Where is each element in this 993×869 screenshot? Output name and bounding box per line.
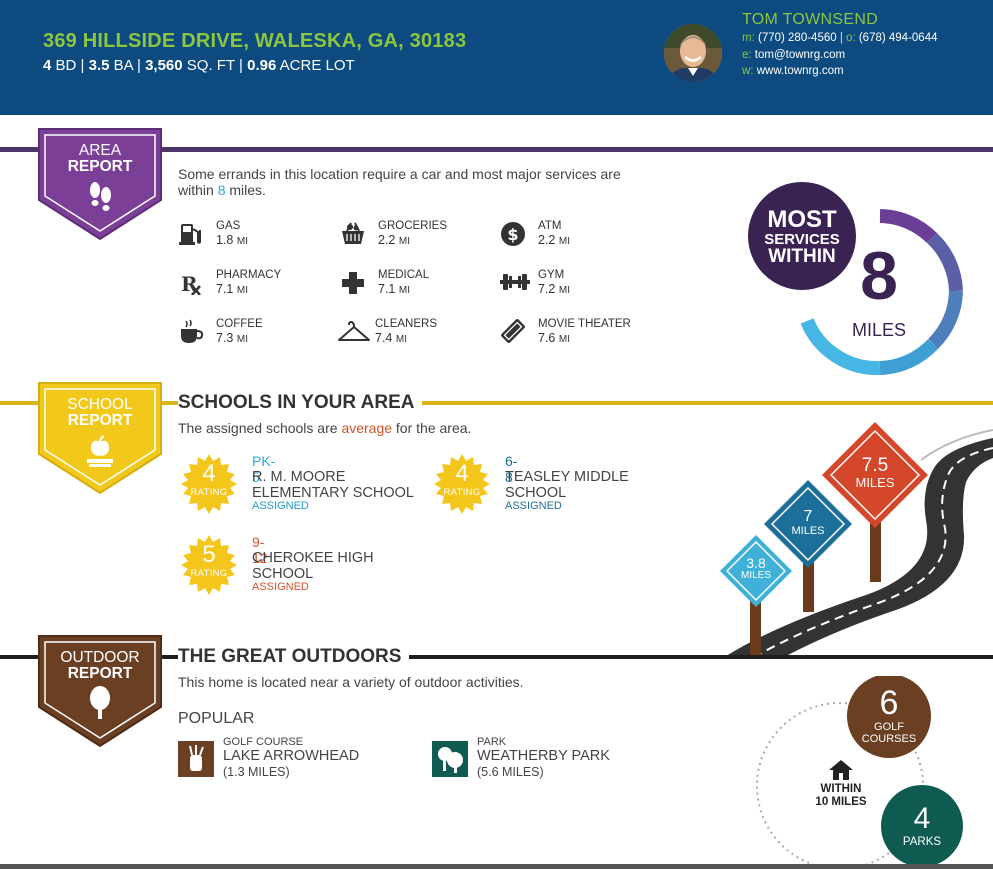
outdoor-divider [0,655,993,659]
agent-email-line: e: tom@townrg.com [742,49,846,61]
property-specs: 4 BD | 3.5 BA | 3,560 SQ. FT | 0.96 ACRE… [43,57,355,74]
sign-7-miles [764,480,852,568]
svg-text:R: R [181,272,198,295]
coffee-cup-icon [178,318,204,344]
bottom-edge [0,864,993,869]
most-services-ring: MOST SERVICES WITHIN 8 MILES [747,181,977,381]
agent-phones: m: (770) 280-4560 | o: (678) 494-0644 [742,32,938,44]
within-10-miles-graphic: WITHIN 10 MILES 6 GOLF COURSES 4 PARKS [756,674,993,869]
area-description: Some errands in this location require a … [178,166,621,198]
agent-website[interactable]: www.townrg.com [756,65,844,77]
outdoors-title: THE GREAT OUTDOORS [178,646,410,668]
house-icon [827,758,855,782]
outdoor-report-badge: OUTDOOR REPORT [38,635,162,748]
golf-courses-count: 6 GOLF COURSES [861,684,917,745]
footprints-icon [85,178,115,214]
outdoors-description: This home is located near a variety of o… [178,674,524,690]
ring-unit: MILES [851,320,907,340]
apple-books-icon [85,432,115,468]
rating-seal: 4 RATING [178,453,240,515]
agent-avatar [664,24,722,82]
park-tree-icon [432,741,468,777]
dumbbell-icon [500,269,530,295]
school-report-badge: SCHOOL REPORT [38,382,162,495]
property-address: 369 HILLSIDE DRIVE, WALESKA, GA, 30183 [43,30,467,52]
dollar-icon: $ [500,220,526,246]
svg-text:$: $ [507,225,518,244]
hanger-icon [337,318,371,344]
parks-count: 4 PARKS [902,802,942,848]
agent-office[interactable]: (678) 494-0644 [858,32,938,44]
grocery-basket-icon [340,220,366,246]
agent-web-line: w: www.townrg.com [742,65,844,77]
road-distance-signs: 3.8 MILES 7 MILES 7.5 MILES [716,420,993,657]
area-divider [0,147,993,152]
agent-name: TOM TOWNSEND [742,11,879,28]
ticket-icon [500,318,526,344]
rating-seal: 5 RATING [178,534,240,596]
header-banner: 369 HILLSIDE DRIVE, WALESKA, GA, 30183 4… [0,0,993,115]
tree-icon [85,685,115,721]
medical-cross-icon [340,269,366,295]
golf-bag-icon [178,741,214,777]
rating-seal: 4 RATING [431,453,493,515]
sign-3-8-miles [720,535,792,607]
area-report-badge: AREA REPORT [38,128,162,241]
ring-value: 8 [860,238,898,314]
rx-icon: R [178,269,204,296]
school-divider [0,401,993,405]
popular-heading: POPULAR [178,710,255,727]
sign-7-5-miles [822,422,928,528]
agent-email[interactable]: tom@townrg.com [754,49,846,61]
schools-description: The assigned schools are average for the… [178,420,472,436]
schools-title: SCHOOLS IN YOUR AREA [178,392,423,414]
agent-mobile[interactable]: (770) 280-4560 [757,32,837,44]
gas-pump-icon [178,220,204,246]
